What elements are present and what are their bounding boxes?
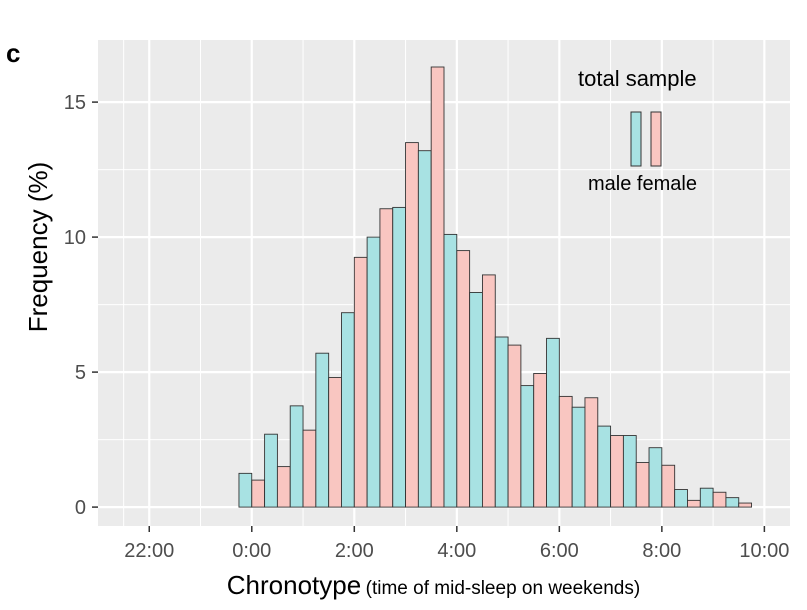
bar-male bbox=[443, 233, 458, 508]
bar-male bbox=[520, 385, 535, 508]
x-axis-title-main: Chronotype bbox=[226, 570, 362, 600]
y-axis-title: Frequency (%) bbox=[23, 161, 53, 333]
x-tick-label: 4:00 bbox=[437, 540, 476, 562]
bar-female bbox=[430, 66, 445, 508]
bar-male bbox=[648, 447, 663, 508]
bar-female bbox=[661, 464, 676, 508]
bar-female bbox=[302, 429, 317, 508]
bar-male bbox=[725, 497, 740, 508]
bar-female bbox=[276, 466, 291, 508]
bar-female bbox=[687, 499, 701, 508]
bar-male bbox=[315, 352, 330, 508]
histogram-bars bbox=[238, 66, 753, 508]
bar-female bbox=[379, 208, 394, 508]
bar-male bbox=[392, 206, 407, 508]
bar-male bbox=[469, 292, 483, 508]
x-tick-label: 0:00 bbox=[232, 540, 271, 562]
bar-female bbox=[584, 397, 599, 508]
bar-female bbox=[353, 256, 368, 508]
x-tick-label: 22:00 bbox=[124, 540, 174, 562]
y-tick-label: 15 bbox=[64, 92, 86, 114]
x-axis-title: Chronotype (time of mid-sleep on weekend… bbox=[0, 570, 807, 601]
bar-female bbox=[481, 274, 496, 508]
bar-female bbox=[507, 344, 522, 508]
y-axis: 0 5 10 15 bbox=[64, 92, 98, 519]
legend-key-female bbox=[650, 111, 662, 167]
bar-male bbox=[238, 472, 253, 508]
bar-male bbox=[366, 236, 381, 508]
x-tick-label: 2:00 bbox=[335, 540, 374, 562]
y-tick-label: 0 bbox=[75, 497, 86, 519]
legend-label-female: female bbox=[636, 173, 697, 195]
bar-male bbox=[417, 150, 432, 508]
bar-male bbox=[289, 405, 304, 508]
bar-male bbox=[546, 337, 560, 508]
x-axis-title-sub: (time of mid-sleep on weekends) bbox=[365, 578, 641, 599]
bar-female bbox=[405, 142, 419, 508]
bar-female bbox=[328, 377, 342, 508]
legend-keys bbox=[630, 111, 662, 167]
bar-female bbox=[558, 395, 573, 508]
bar-female bbox=[533, 373, 547, 508]
legend-key-male bbox=[630, 111, 642, 167]
bar-male bbox=[699, 487, 714, 508]
panel-label: c bbox=[6, 38, 21, 68]
x-axis: 22:00 0:00 2:00 4:00 6:00 8:00 10:00 bbox=[124, 526, 789, 562]
bar-male bbox=[494, 336, 509, 508]
bar-female bbox=[251, 479, 266, 508]
y-tick-label: 10 bbox=[64, 227, 86, 249]
x-tick-label: 8:00 bbox=[642, 540, 681, 562]
bar-female bbox=[712, 491, 727, 508]
bar-male bbox=[674, 489, 688, 508]
bar-female bbox=[456, 250, 471, 508]
legend-labels: male female bbox=[588, 173, 697, 196]
bar-female bbox=[635, 462, 650, 508]
legend-label-male: male bbox=[588, 173, 632, 195]
bar-male bbox=[571, 406, 586, 508]
bar-male bbox=[264, 433, 278, 508]
x-tick-label: 10:00 bbox=[739, 540, 789, 562]
bar-male bbox=[622, 435, 637, 508]
bar-male bbox=[341, 312, 355, 508]
bar-female bbox=[610, 435, 624, 508]
y-tick-label: 5 bbox=[75, 362, 86, 384]
bar-female bbox=[738, 502, 753, 508]
bar-male bbox=[597, 425, 612, 508]
x-tick-label: 6:00 bbox=[540, 540, 579, 562]
legend-title: total sample bbox=[578, 66, 697, 91]
